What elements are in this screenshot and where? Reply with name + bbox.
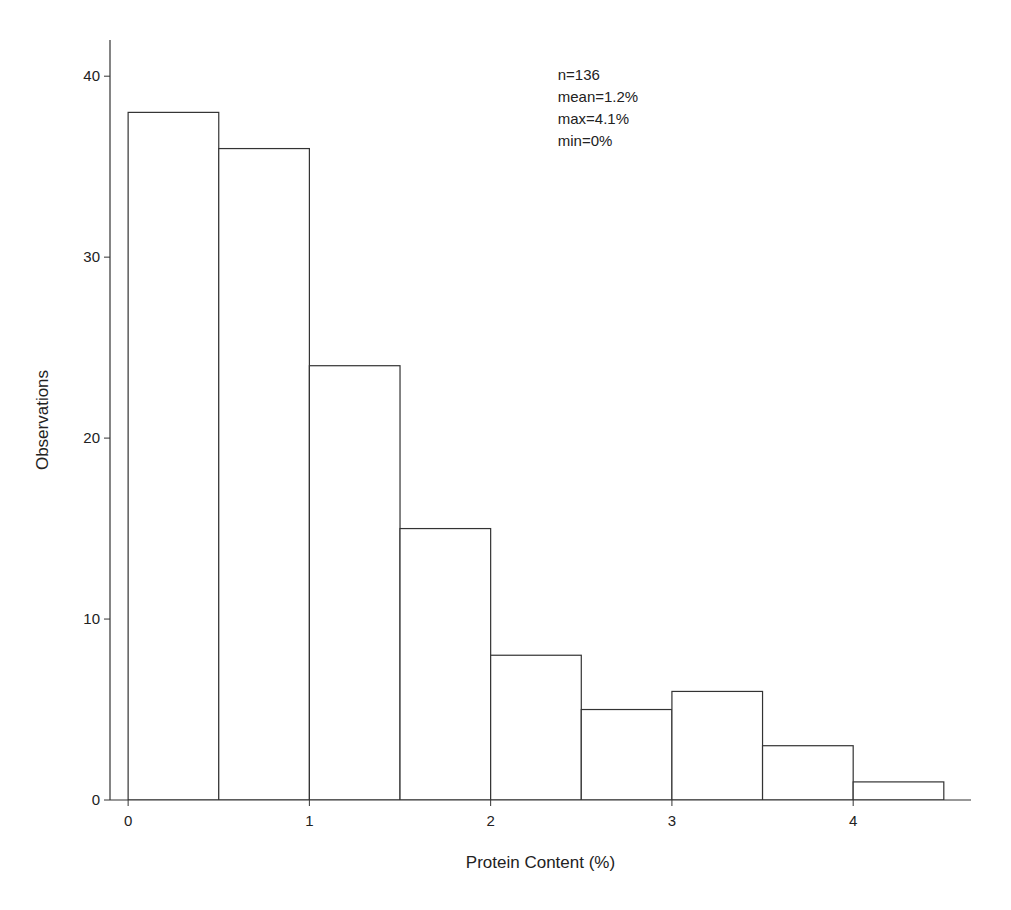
y-tick-label: 10 bbox=[83, 610, 100, 627]
histogram-bar bbox=[400, 529, 491, 800]
x-tick bbox=[671, 800, 672, 806]
y-tick bbox=[104, 800, 110, 801]
x-tick bbox=[853, 800, 854, 806]
histogram-bar bbox=[491, 655, 582, 800]
annotation-line: n=136 bbox=[558, 66, 600, 83]
y-tick bbox=[104, 76, 110, 77]
x-tick bbox=[490, 800, 491, 806]
x-tick-label: 0 bbox=[124, 812, 132, 829]
y-tick-label: 30 bbox=[83, 248, 100, 265]
histogram-bar bbox=[581, 710, 672, 800]
annotation-line: min=0% bbox=[558, 132, 613, 149]
y-tick-label: 20 bbox=[83, 429, 100, 446]
y-tick bbox=[104, 438, 110, 439]
chart-svg: 01234010203040Protein Content (%)Observa… bbox=[0, 0, 1011, 910]
y-axis-label: Observations bbox=[33, 370, 52, 470]
y-tick bbox=[104, 619, 110, 620]
histogram-bar bbox=[672, 691, 763, 800]
histogram-bar bbox=[853, 782, 944, 800]
axes: 01234010203040 bbox=[83, 40, 971, 829]
annotation: n=136 mean=1.2% max=4.1% min=0% bbox=[558, 66, 638, 149]
histogram-bar bbox=[219, 149, 310, 800]
annotation-line: max=4.1% bbox=[558, 110, 629, 127]
chart-container: 01234010203040Protein Content (%)Observa… bbox=[0, 0, 1011, 910]
y-tick bbox=[104, 257, 110, 258]
x-axis-label: Protein Content (%) bbox=[466, 853, 615, 872]
x-tick-label: 3 bbox=[668, 812, 676, 829]
x-tick bbox=[128, 800, 129, 806]
y-axis-line bbox=[109, 40, 110, 800]
histogram-bar bbox=[128, 112, 219, 800]
x-tick-label: 2 bbox=[486, 812, 494, 829]
annotation-line: mean=1.2% bbox=[558, 88, 638, 105]
bars bbox=[128, 112, 944, 800]
histogram-bar bbox=[763, 746, 854, 800]
y-tick-label: 0 bbox=[92, 791, 100, 808]
histogram-bar bbox=[309, 366, 400, 800]
x-tick bbox=[309, 800, 310, 806]
x-tick-label: 1 bbox=[305, 812, 313, 829]
x-axis-line bbox=[110, 799, 971, 800]
y-tick-label: 40 bbox=[83, 67, 100, 84]
x-tick-label: 4 bbox=[849, 812, 857, 829]
